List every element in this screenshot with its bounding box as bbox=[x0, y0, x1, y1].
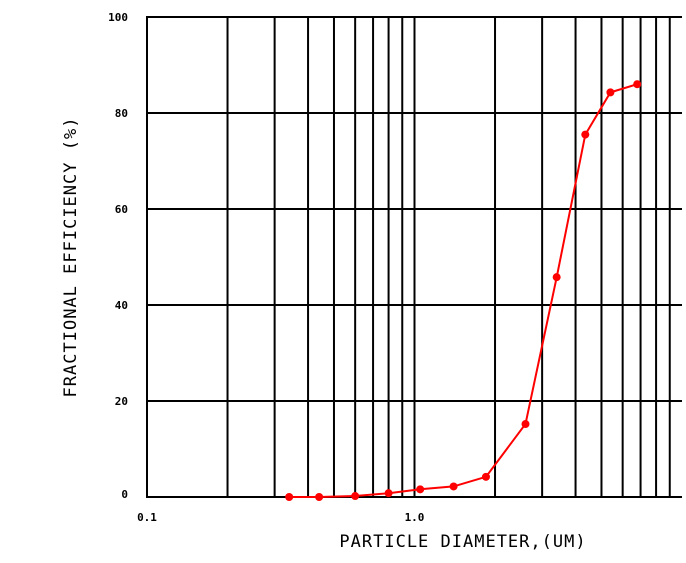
series-line bbox=[289, 83, 638, 498]
series-layer bbox=[285, 80, 642, 501]
data-point bbox=[416, 485, 425, 494]
y-tick-label: 0 bbox=[121, 488, 128, 501]
y-tick-label: 20 bbox=[115, 395, 128, 408]
y-tick-label: 60 bbox=[115, 203, 128, 216]
data-point bbox=[384, 489, 393, 498]
data-point bbox=[581, 130, 590, 139]
data-point bbox=[552, 273, 561, 282]
data-point bbox=[351, 492, 360, 501]
data-point bbox=[481, 472, 490, 481]
y-axis-title: FRACTIONAL EFFICIENCY (%) bbox=[61, 117, 81, 398]
x-tick-label: 1.0 bbox=[405, 511, 425, 524]
x-axis-title: PARTICLE DIAMETER,(UM) bbox=[339, 532, 586, 552]
y-tick-label: 40 bbox=[115, 299, 128, 312]
y-tick-label: 100 bbox=[108, 11, 128, 24]
data-point bbox=[521, 420, 530, 429]
grid bbox=[146, 16, 682, 498]
data-point bbox=[315, 493, 324, 501]
tick-labels: 0 20 40 60 80 100 0.1 1.0 bbox=[108, 11, 424, 524]
data-point bbox=[449, 482, 458, 491]
data-point bbox=[285, 493, 294, 501]
y-tick-label: 80 bbox=[115, 107, 128, 120]
data-point bbox=[606, 88, 615, 97]
x-tick-label: 0.1 bbox=[137, 511, 157, 524]
plot-frame bbox=[146, 16, 682, 498]
data-point bbox=[633, 80, 642, 89]
